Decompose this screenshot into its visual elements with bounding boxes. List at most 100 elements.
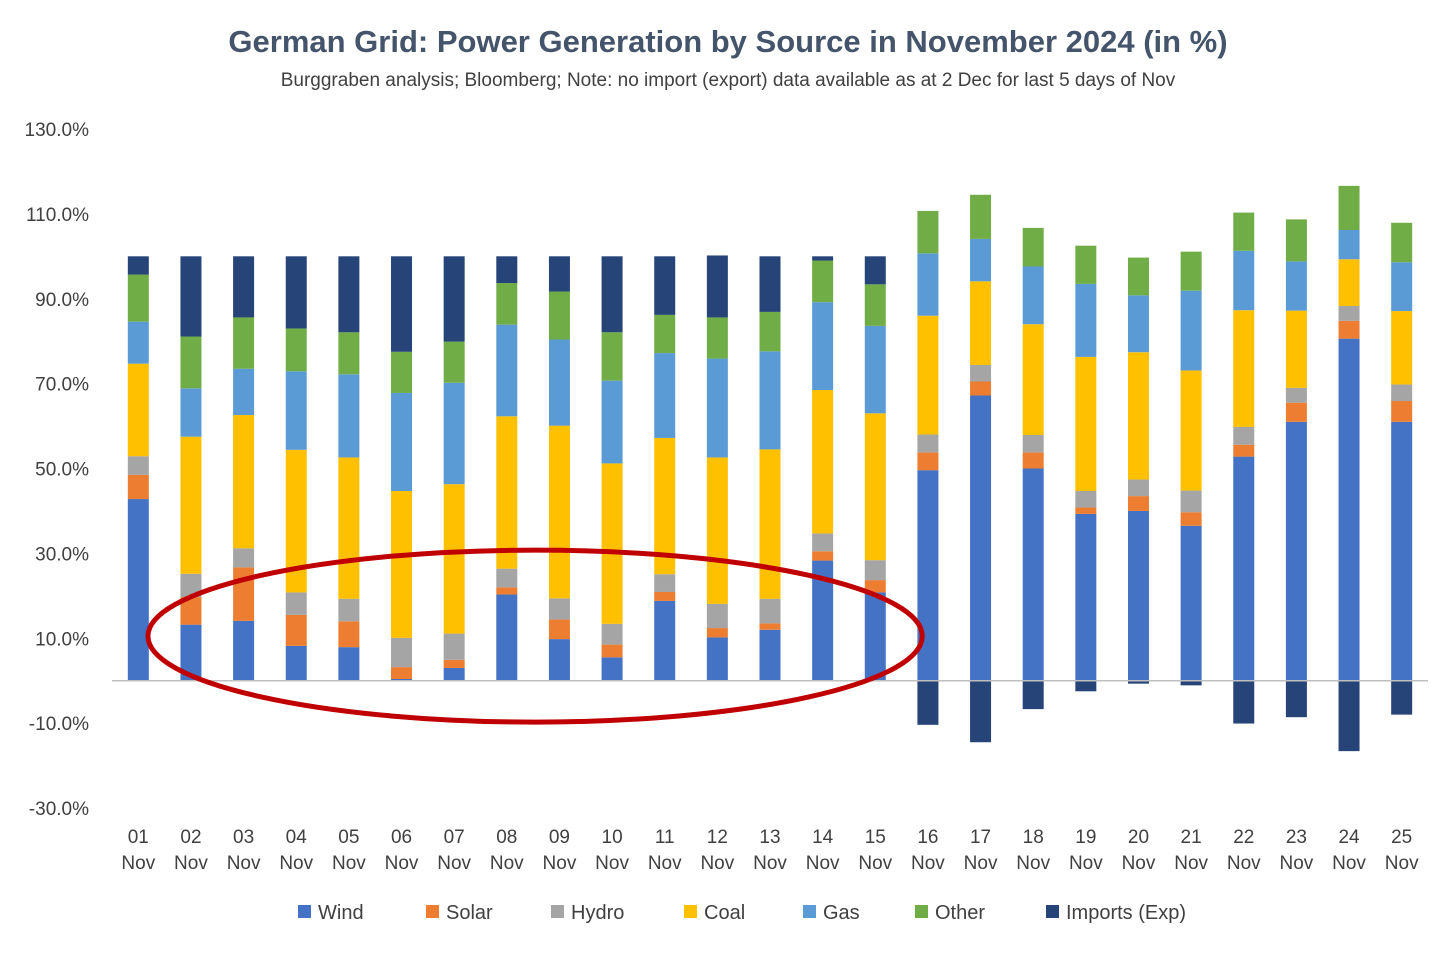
- bar-segment-other: [759, 311, 781, 352]
- bar-segment-hydro: [338, 598, 360, 622]
- bar-segment-wind: [548, 639, 570, 681]
- bar-segment-wind: [1127, 510, 1149, 681]
- bar-segment-coal: [391, 490, 413, 638]
- legend-swatch: [915, 905, 928, 918]
- bar-segment-gas: [1022, 266, 1044, 325]
- bar-segment-hydro: [496, 568, 518, 588]
- bar-segment-other: [1391, 222, 1413, 263]
- bar-segment-wind: [970, 395, 992, 681]
- bar-segment-hydro: [1391, 384, 1413, 402]
- bar-segment-gas: [1391, 262, 1413, 312]
- y-tick-label: 10.0%: [35, 629, 89, 650]
- bar-segment-hydro: [759, 598, 781, 624]
- bar-segment-hydro: [1075, 490, 1097, 508]
- bar-segment-hydro: [812, 533, 834, 552]
- bar-segment-hydro: [285, 592, 307, 615]
- bar-segment-other: [233, 317, 255, 369]
- bar-segment-coal: [496, 416, 518, 569]
- bar-segment-gas: [864, 325, 886, 414]
- bar-segment-other: [917, 210, 939, 254]
- bar-segment-solar: [759, 623, 781, 630]
- bar-segment-solar: [970, 381, 992, 396]
- bar-segment-hydro: [127, 456, 149, 475]
- bar-segment-other: [1285, 219, 1307, 262]
- bar-segment-hydro: [1022, 434, 1044, 453]
- bar-segment-imports-exp: [1127, 680, 1149, 684]
- bar-segment-hydro: [1338, 305, 1360, 321]
- x-tick-label: 24 Nov: [1332, 827, 1366, 874]
- x-tick-label: 07 Nov: [437, 827, 471, 874]
- x-tick-label: 21 Nov: [1174, 827, 1208, 874]
- bar-segment-solar: [706, 628, 728, 638]
- bar-segment-hydro: [601, 623, 623, 645]
- bar-segment-imports-exp: [864, 256, 886, 285]
- bar-segment-solar: [1233, 444, 1255, 457]
- x-tick-label: 15 Nov: [858, 827, 892, 874]
- bar-segment-coal: [917, 315, 939, 435]
- bar-segment-hydro: [1233, 426, 1255, 445]
- y-tick-label: 110.0%: [26, 205, 89, 226]
- bar-segment-solar: [1180, 512, 1202, 526]
- legend-label: Wind: [318, 902, 364, 924]
- bar-segment-imports-exp: [180, 256, 202, 337]
- x-tick-label: 02 Nov: [174, 827, 208, 874]
- bar-segment-solar: [548, 619, 570, 640]
- bar-segment-other: [654, 314, 676, 354]
- bar-segment-other: [496, 283, 518, 325]
- bar-segment-imports-exp: [285, 256, 307, 329]
- legend-label: Imports (Exp): [1066, 902, 1186, 924]
- bar-segment-hydro: [1285, 387, 1307, 403]
- legend-label: Coal: [704, 902, 745, 924]
- bar-segment-coal: [1127, 352, 1149, 480]
- bar-segment-coal: [601, 463, 623, 624]
- bar-segment-coal: [180, 436, 202, 574]
- legend-label: Hydro: [571, 902, 624, 924]
- bar-segment-imports-exp: [233, 256, 255, 318]
- bar-segment-gas: [1338, 230, 1360, 260]
- bar-segment-other: [1233, 212, 1255, 251]
- x-tick-label: 13 Nov: [753, 827, 787, 874]
- bar-segment-gas: [706, 358, 728, 458]
- bar-segment-hydro: [233, 548, 255, 568]
- bar-segment-imports-exp: [1285, 680, 1307, 718]
- bar-segment-wind: [812, 560, 834, 681]
- bar-segment-gas: [654, 353, 676, 438]
- bar-segment-solar: [127, 474, 149, 500]
- bar-segment-other: [127, 274, 149, 322]
- bar-segment-coal: [1022, 324, 1044, 435]
- bar-segment-solar: [285, 614, 307, 646]
- bar-segment-imports-exp: [1233, 680, 1255, 724]
- bar-segment-gas: [917, 253, 939, 316]
- x-tick-label: 23 Nov: [1280, 827, 1314, 874]
- bar-segment-solar: [180, 597, 202, 625]
- legend-swatch: [1046, 905, 1059, 918]
- bar-segment-solar: [1127, 496, 1149, 511]
- bar-segment-wind: [1338, 338, 1360, 681]
- bar-segment-other: [1075, 245, 1097, 284]
- bar-segment-gas: [1233, 250, 1255, 311]
- bar-segment-imports-exp: [601, 256, 623, 333]
- bar-segment-gas: [1285, 261, 1307, 311]
- bar-segment-gas: [180, 388, 202, 437]
- bar-segment-gas: [127, 321, 149, 364]
- bar-segment-solar: [812, 551, 834, 561]
- bar-segment-gas: [391, 392, 413, 491]
- bar-segment-coal: [233, 415, 255, 549]
- bar-segment-wind: [706, 637, 728, 681]
- bar-segment-solar: [1338, 320, 1360, 339]
- x-tick-label: 16 Nov: [911, 827, 945, 874]
- legend-swatch: [684, 905, 697, 918]
- legend-swatch: [426, 905, 439, 918]
- bar-segment-other: [970, 194, 992, 239]
- bar-segment-solar: [338, 621, 360, 648]
- x-tick-label: 17 Nov: [964, 827, 998, 874]
- bar-segment-solar: [864, 580, 886, 593]
- bar-segment-coal: [443, 484, 465, 634]
- bar-segment-wind: [338, 647, 360, 681]
- y-tick-label: -10.0%: [29, 714, 89, 735]
- legend: Wind Solar Hydro Coal Gas Other Imports (Exp): [298, 902, 1186, 924]
- y-tick-label: -30.0%: [29, 799, 89, 820]
- bar-segment-imports-exp: [1338, 680, 1360, 752]
- x-tick-label: 06 Nov: [385, 827, 419, 874]
- y-tick-label: 130.0%: [25, 120, 90, 141]
